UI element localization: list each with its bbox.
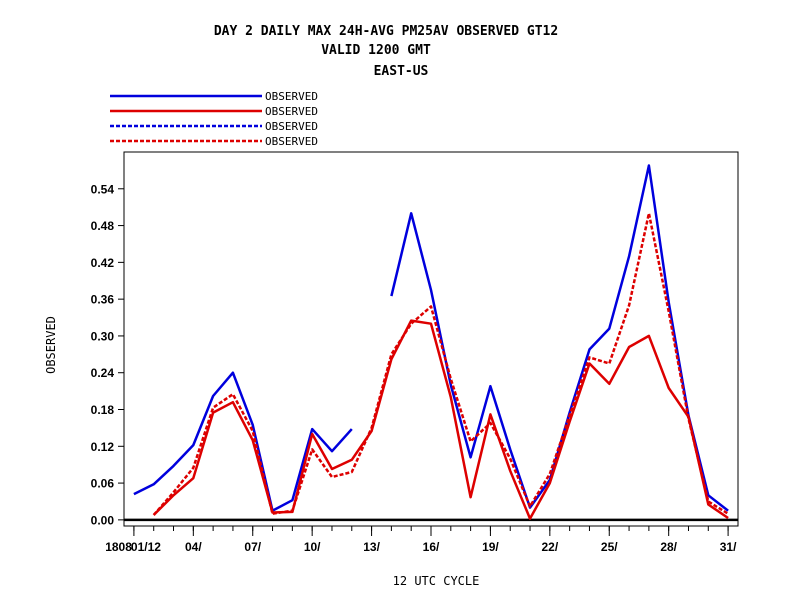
legend-label: OBSERVED — [265, 135, 318, 148]
x-tick-label: 01/12 — [131, 540, 161, 554]
y-axis: 0.00 0.06 0.12 0.18 0.24 0.30 0.36 0.42 0.48 0.54 — [91, 182, 124, 527]
x-tick-label: 07/ — [244, 540, 261, 554]
series-line — [152, 319, 729, 520]
y-axis-label: OBSERVED — [44, 316, 58, 374]
legend: OBSERVED OBSERVED OBSERVED OBSERVED — [110, 90, 318, 148]
x-tick-label: 04/ — [185, 540, 202, 554]
y-tick-label: 0.18 — [91, 403, 115, 417]
legend-label: OBSERVED — [265, 90, 318, 103]
series-line — [152, 212, 729, 516]
x-tick-label: 25/ — [601, 540, 618, 554]
chart-title-line-1: DAY 2 DAILY MAX 24H-AVG PM25AV OBSERVED … — [214, 24, 558, 39]
legend-label: OBSERVED — [265, 120, 318, 133]
y-tick-label: 0.42 — [91, 256, 115, 270]
series-layer — [133, 164, 729, 520]
series-line — [390, 164, 729, 512]
y-tick-label: 0.36 — [91, 293, 115, 307]
x-tick-label: 16/ — [423, 540, 440, 554]
x-tick-label: 28/ — [660, 540, 677, 554]
y-tick-label: 0.30 — [91, 329, 115, 343]
y-tick-label: 0.48 — [91, 219, 115, 233]
y-tick-label: 0.24 — [91, 366, 115, 380]
x-axis: 1808 01/12 04/07/10/13/16/19/22/25/28/31/ — [105, 518, 738, 554]
x-tick-label: 13/ — [363, 540, 380, 554]
legend-label: OBSERVED — [265, 105, 318, 118]
y-tick-label: 0.12 — [91, 440, 115, 454]
x-tick-label: 19/ — [482, 540, 499, 554]
x-tick-label: 10/ — [304, 540, 321, 554]
series-line — [133, 371, 353, 512]
x-tick-label: 22/ — [541, 540, 558, 554]
y-tick-label: 0.06 — [91, 477, 115, 491]
x-tick-label: 1808 — [105, 540, 132, 554]
y-tick-label: 0.00 — [91, 513, 115, 527]
chart-title-line-2: VALID 1200 GMT — [321, 43, 431, 58]
x-tick-label: 31/ — [720, 540, 737, 554]
chart-title-line-3: EAST-US — [374, 64, 429, 79]
x-axis-label: 12 UTC CYCLE — [393, 574, 480, 588]
y-tick-label: 0.54 — [91, 182, 115, 196]
